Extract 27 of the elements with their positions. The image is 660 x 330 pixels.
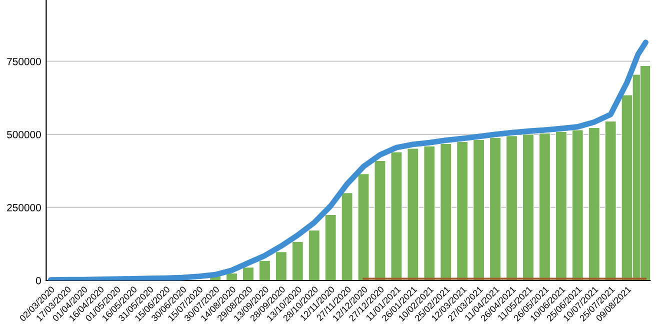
bar [473,139,485,280]
bar [324,214,336,280]
bar [358,174,370,280]
bar [292,241,304,280]
bar [456,141,468,280]
bar [374,160,386,280]
y-tick-label: 750000 [7,58,41,66]
y-tick-label: 0 [36,277,41,284]
bar [555,131,567,280]
bar [341,192,353,280]
bar [242,267,254,280]
bar [588,127,600,280]
bar [490,137,502,280]
bar [506,136,518,280]
bar [604,120,616,280]
bar [424,146,436,280]
bar [258,260,270,280]
bar [572,130,584,280]
y-tick-label: 500000 [7,130,41,138]
bar [522,134,534,280]
bar [440,143,452,280]
bar [275,252,287,280]
y-tick-label: 250000 [7,204,41,212]
bar [390,152,402,280]
bar [308,230,320,280]
bar [538,132,550,280]
bar [407,148,419,280]
